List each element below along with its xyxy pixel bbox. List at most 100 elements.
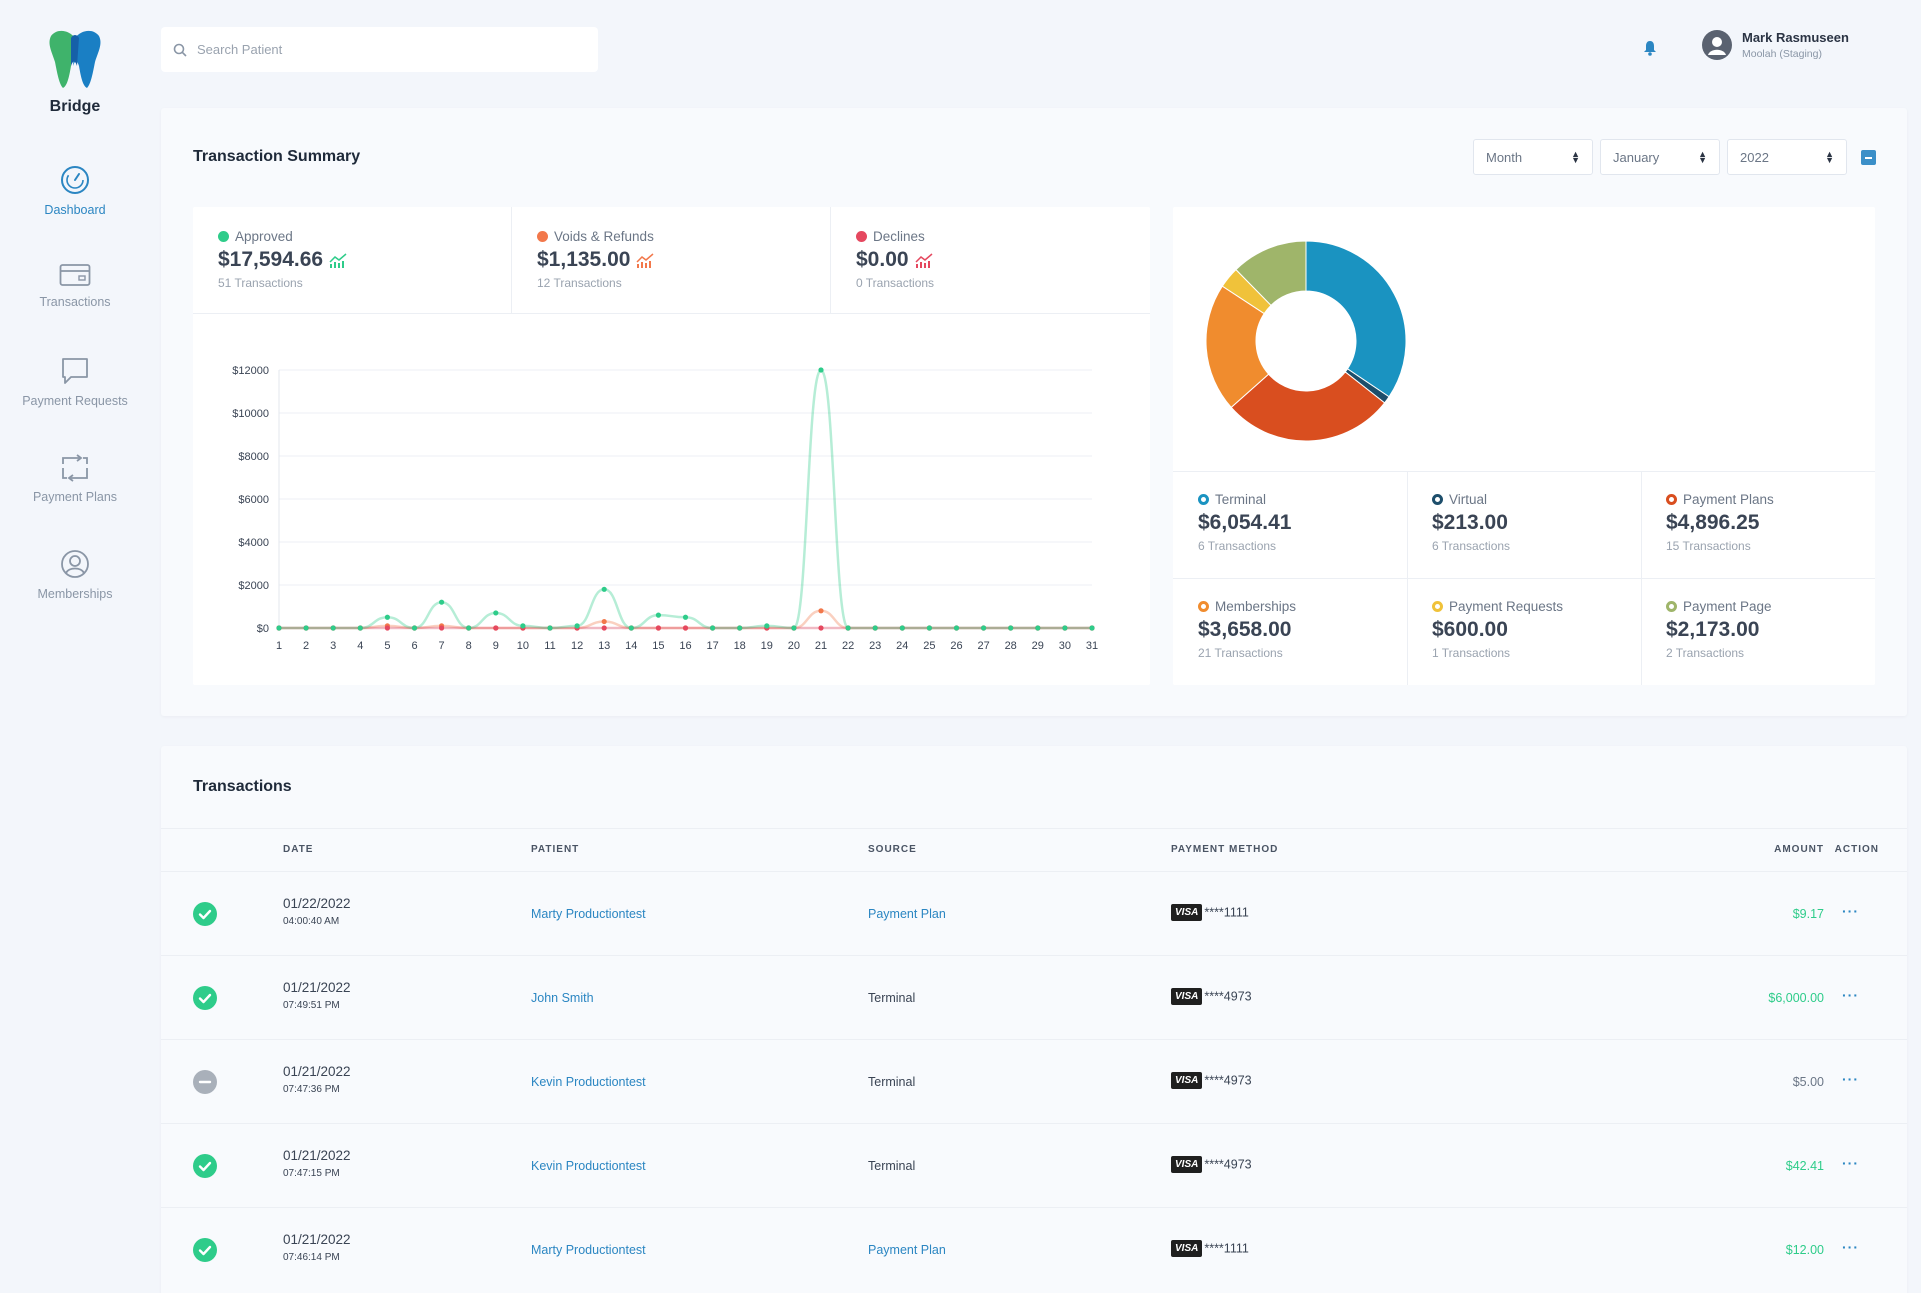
data-point[interactable] xyxy=(682,625,689,631)
year-select[interactable]: 2022 ▲ ▼ xyxy=(1727,139,1847,175)
column-header-date[interactable]: DATE xyxy=(283,844,314,855)
column-header-amount[interactable]: AMOUNT xyxy=(1774,844,1824,855)
x-tick-label: 4 xyxy=(357,640,363,652)
data-point[interactable] xyxy=(411,625,418,631)
column-header-payment-method[interactable]: PAYMENT METHOD xyxy=(1171,844,1279,855)
data-point[interactable] xyxy=(628,625,634,631)
y-tick-label: $12000 xyxy=(232,365,269,377)
data-point[interactable] xyxy=(439,625,445,631)
source-stat-payment-page[interactable]: Payment Page $2,173.00 2 Transactions xyxy=(1666,599,1772,660)
x-tick-label: 29 xyxy=(1032,640,1044,652)
data-point[interactable] xyxy=(601,618,607,625)
data-point[interactable] xyxy=(601,625,607,631)
data-point[interactable] xyxy=(493,610,499,616)
data-point[interactable] xyxy=(981,625,987,631)
data-point[interactable] xyxy=(818,625,824,631)
card-number: ****1111 xyxy=(1204,1241,1249,1256)
patient-link[interactable]: Marty Productiontest xyxy=(531,907,646,921)
collapse-button[interactable] xyxy=(1861,150,1876,165)
data-point[interactable] xyxy=(1089,625,1095,631)
patient-link[interactable]: John Smith xyxy=(531,991,594,1005)
table-row[interactable]: 01/21/2022 07:47:36 PM Kevin Productiontes… xyxy=(161,1039,1907,1123)
row-action-menu-button[interactable]: ··· xyxy=(1842,1155,1859,1171)
data-point[interactable] xyxy=(764,623,770,629)
data-point[interactable] xyxy=(655,612,661,618)
patient-link[interactable]: Kevin Productiontest xyxy=(531,1075,646,1089)
y-tick-label: $4000 xyxy=(238,537,269,549)
source-link[interactable]: Payment Plan xyxy=(868,907,946,921)
data-point[interactable] xyxy=(466,625,472,631)
data-point[interactable] xyxy=(1008,625,1014,631)
column-header-source[interactable]: SOURCE xyxy=(868,844,917,855)
month-select[interactable]: January ▲ ▼ xyxy=(1600,139,1720,175)
x-tick-label: 12 xyxy=(571,640,583,652)
source-stat-payment-plans[interactable]: Payment Plans $4,896.25 15 Transactions xyxy=(1666,492,1774,553)
data-point[interactable] xyxy=(872,625,878,631)
table-row[interactable]: 01/21/2022 07:46:14 PM Marty Productiontes… xyxy=(161,1207,1907,1291)
data-point[interactable] xyxy=(330,625,336,631)
data-point[interactable] xyxy=(926,625,933,631)
data-point[interactable] xyxy=(682,614,689,620)
data-point[interactable] xyxy=(574,623,580,629)
row-action-menu-button[interactable]: ··· xyxy=(1842,987,1859,1003)
data-point[interactable] xyxy=(845,625,851,631)
data-point[interactable] xyxy=(737,625,743,631)
stat-voids-refunds[interactable]: Voids & Refunds $1,135.00 12 Transaction… xyxy=(537,229,655,290)
x-tick-label: 31 xyxy=(1086,640,1098,652)
data-point[interactable] xyxy=(520,623,526,629)
data-point[interactable] xyxy=(601,586,607,592)
data-point[interactable] xyxy=(357,625,363,631)
search-input[interactable] xyxy=(197,42,577,57)
table-row[interactable]: 01/21/2022 07:47:15 PM Kevin Productiontes… xyxy=(161,1123,1907,1207)
data-point[interactable] xyxy=(384,614,390,620)
transaction-date: 01/22/2022 xyxy=(283,896,351,911)
source-stat-terminal[interactable]: Terminal $6,054.41 6 Transactions xyxy=(1198,492,1291,553)
data-point[interactable] xyxy=(899,625,905,631)
data-point[interactable] xyxy=(791,625,797,631)
brand[interactable]: Bridge xyxy=(0,26,150,116)
data-point[interactable] xyxy=(276,625,282,631)
data-point[interactable] xyxy=(493,625,499,631)
stat-declines[interactable]: Declines $0.00 0 Transactions xyxy=(856,229,934,290)
row-action-menu-button[interactable]: ··· xyxy=(1842,903,1859,919)
data-point[interactable] xyxy=(818,367,824,373)
sidebar-item-memberships[interactable]: Memberships xyxy=(0,549,150,601)
donut-slice-payment-page[interactable] xyxy=(1235,240,1307,307)
row-action-menu-button[interactable]: ··· xyxy=(1842,1071,1859,1087)
source-stat-virtual[interactable]: Virtual $213.00 6 Transactions xyxy=(1432,492,1510,553)
data-point[interactable] xyxy=(710,625,716,631)
stat-approved[interactable]: Approved $17,594.66 51 Transactions xyxy=(218,229,348,290)
row-action-menu-button[interactable]: ··· xyxy=(1842,1239,1859,1255)
data-point[interactable] xyxy=(818,608,824,614)
table-row[interactable]: 01/21/2022 07:49:51 PM John Smith Terminal V… xyxy=(161,955,1907,1039)
sidebar-item-payment-requests[interactable]: Payment Requests xyxy=(0,356,150,408)
data-point[interactable] xyxy=(655,625,661,631)
source-stat-memberships[interactable]: Memberships $3,658.00 21 Transactions xyxy=(1198,599,1296,660)
user-menu[interactable]: Mark Rasmuseen Moolah (Staging) xyxy=(1702,30,1849,60)
data-point[interactable] xyxy=(1035,625,1041,631)
period-select[interactable]: Month ▲ ▼ xyxy=(1473,139,1593,175)
source-link[interactable]: Payment Plan xyxy=(868,1243,946,1257)
sidebar-item-transactions[interactable]: Transactions xyxy=(0,263,150,309)
y-tick-label: $10000 xyxy=(232,408,269,420)
patient-link[interactable]: Marty Productiontest xyxy=(531,1243,646,1257)
source-stat-payment-requests[interactable]: Payment Requests $600.00 1 Transactions xyxy=(1432,599,1563,660)
data-point[interactable] xyxy=(384,625,390,631)
sidebar-item-payment-plans[interactable]: Payment Plans xyxy=(0,454,150,504)
data-point[interactable] xyxy=(953,625,960,631)
donut-slice-payment-plans[interactable] xyxy=(1230,371,1386,442)
column-header-patient[interactable]: PATIENT xyxy=(531,844,580,855)
data-point[interactable] xyxy=(303,625,309,631)
patient-link[interactable]: Kevin Productiontest xyxy=(531,1159,646,1173)
data-point[interactable] xyxy=(439,599,445,605)
data-point[interactable] xyxy=(1062,625,1068,631)
data-point[interactable] xyxy=(547,625,553,631)
donut-slice-terminal[interactable] xyxy=(1305,240,1407,398)
notifications-button[interactable] xyxy=(1643,40,1657,61)
x-tick-label: 16 xyxy=(679,640,691,652)
table-row[interactable]: 01/22/2022 04:00:40 AM Marty Productiontes… xyxy=(161,871,1907,955)
card-number: ****1111 xyxy=(1204,905,1249,920)
search-bar[interactable] xyxy=(161,27,598,72)
sidebar-item-dashboard[interactable]: Dashboard xyxy=(0,165,150,217)
source-panel: Terminal $6,054.41 6 Transactions Virtual $2… xyxy=(1173,207,1875,685)
